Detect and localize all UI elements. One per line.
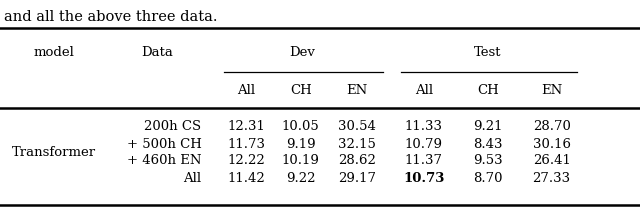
Text: 8.43: 8.43 xyxy=(473,138,502,151)
Text: Transformer: Transformer xyxy=(12,146,97,159)
Text: 11.73: 11.73 xyxy=(227,138,266,151)
Text: 9.22: 9.22 xyxy=(286,172,316,184)
Text: 12.22: 12.22 xyxy=(228,154,265,167)
Text: Test: Test xyxy=(474,46,501,59)
Text: 8.70: 8.70 xyxy=(473,172,502,184)
Text: 32.15: 32.15 xyxy=(338,138,376,151)
Text: 10.79: 10.79 xyxy=(404,138,443,151)
Text: 27.33: 27.33 xyxy=(532,172,571,184)
Text: 10.05: 10.05 xyxy=(282,119,319,132)
Text: 200h CS: 200h CS xyxy=(145,119,202,132)
Text: 29.17: 29.17 xyxy=(338,172,376,184)
Text: EN: EN xyxy=(346,84,368,97)
Text: 9.21: 9.21 xyxy=(473,119,502,132)
Text: 11.33: 11.33 xyxy=(404,119,443,132)
Text: Dev: Dev xyxy=(289,46,315,59)
Text: 9.19: 9.19 xyxy=(286,138,316,151)
Text: + 460h EN: + 460h EN xyxy=(127,154,202,167)
Text: 10.19: 10.19 xyxy=(282,154,320,167)
Text: 28.62: 28.62 xyxy=(338,154,376,167)
Text: All: All xyxy=(415,84,433,97)
Text: CH: CH xyxy=(477,84,499,97)
Text: 11.37: 11.37 xyxy=(404,154,443,167)
Text: model: model xyxy=(34,46,75,59)
Text: 30.54: 30.54 xyxy=(338,119,376,132)
Text: 30.16: 30.16 xyxy=(532,138,571,151)
Text: EN: EN xyxy=(541,84,563,97)
Text: Data: Data xyxy=(141,46,173,59)
Text: All: All xyxy=(184,172,202,184)
Text: CH: CH xyxy=(290,84,312,97)
Text: 28.70: 28.70 xyxy=(532,119,571,132)
Text: 9.53: 9.53 xyxy=(473,154,502,167)
Text: and all the above three data.: and all the above three data. xyxy=(4,10,218,24)
Text: 11.42: 11.42 xyxy=(228,172,265,184)
Text: 26.41: 26.41 xyxy=(532,154,571,167)
Text: 12.31: 12.31 xyxy=(227,119,266,132)
Text: + 500h CH: + 500h CH xyxy=(127,138,202,151)
Text: 10.73: 10.73 xyxy=(403,172,444,184)
Text: All: All xyxy=(237,84,255,97)
